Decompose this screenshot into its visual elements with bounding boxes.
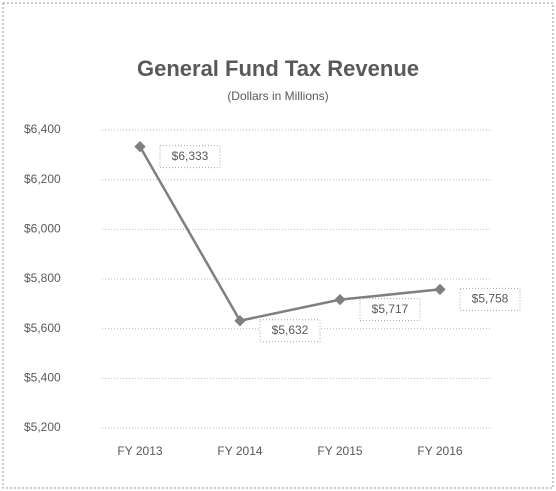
marker: [334, 293, 346, 306]
chart-subtitle: (Dollars in Millions): [227, 89, 328, 103]
data-label-box: [359, 298, 421, 322]
data-label: $5,758: [472, 292, 509, 306]
data-label-box: [259, 319, 321, 343]
y-tick-label: $5,800: [24, 271, 61, 285]
marker: [234, 315, 246, 327]
x-tick-label: FY 2016: [417, 444, 462, 458]
y-tick-label: $6,000: [24, 222, 61, 236]
x-tick-label: FY 2014: [217, 444, 262, 458]
line: [138, 146, 441, 323]
marker: [134, 140, 146, 153]
y-tick-label: $6,200: [24, 172, 61, 186]
data-label: $5,632: [272, 323, 309, 337]
data-label: $5,717: [372, 302, 409, 316]
y-tick-label: $5,600: [24, 321, 61, 335]
x-tick-label: FY 2013: [117, 444, 162, 458]
data-label: $6,333: [172, 149, 209, 163]
chart-title: General Fund Tax Revenue: [137, 56, 419, 81]
data-label-box: [459, 287, 521, 311]
x-tick-label: FY 2015: [317, 444, 362, 458]
y-tick-label: $5,400: [24, 371, 61, 385]
data-label-box: [159, 145, 221, 169]
y-tick-label: $5,200: [24, 420, 61, 434]
y-tick-label: $6,400: [24, 122, 61, 136]
marker: [434, 283, 446, 296]
